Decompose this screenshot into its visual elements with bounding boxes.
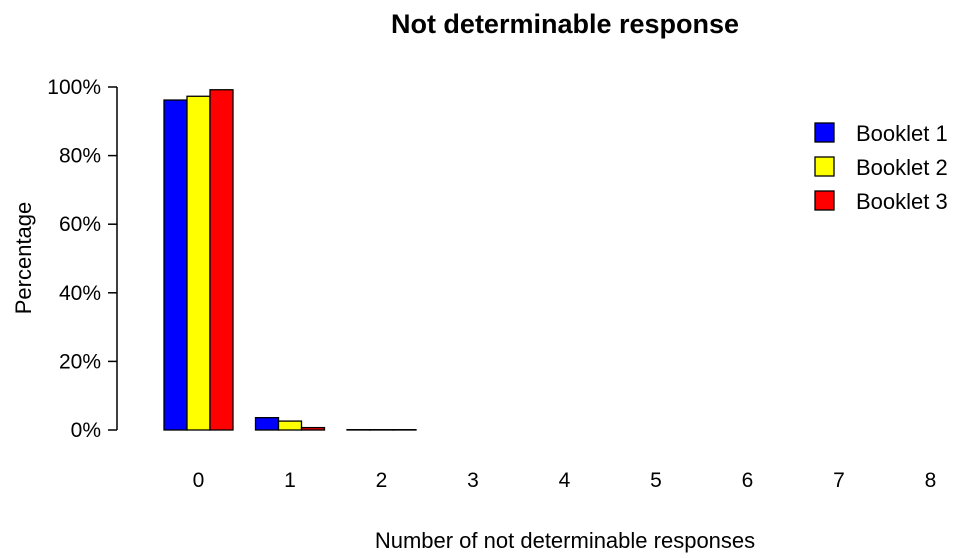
bar (186, 95, 211, 431)
legend-swatch (814, 122, 835, 143)
x-tick-label: 8 (925, 469, 937, 492)
legend-swatch (814, 156, 835, 177)
x-tick-label: 7 (833, 469, 845, 492)
x-axis-label: Number of not determinable responses (375, 528, 755, 553)
legend: Booklet 1 Booklet 2 Booklet 3 (814, 121, 948, 214)
y-tick-label: 40% (59, 282, 101, 305)
y-tick-label: 0% (71, 419, 101, 442)
y-tick-label: 100% (47, 76, 101, 99)
x-axis-ticks: 0 1 2 3 4 5 6 7 8 (193, 469, 937, 492)
x-tick-label: 2 (376, 469, 388, 492)
bar (163, 99, 188, 431)
bar (300, 426, 326, 431)
legend-swatch (814, 190, 835, 211)
legend-label: Booklet 2 (856, 155, 948, 180)
bar (277, 420, 303, 431)
y-tick-label: 80% (59, 145, 101, 168)
x-tick-label: 3 (467, 469, 479, 492)
x-tick-label: 1 (284, 469, 296, 492)
legend-label: Booklet 3 (856, 189, 948, 214)
y-axis: 0% 20% 40% 60% 80% 100% (47, 76, 118, 442)
bar (254, 417, 280, 431)
bars (163, 89, 417, 431)
y-tick-label: 20% (59, 350, 101, 373)
bar (209, 89, 234, 431)
x-tick-label: 6 (742, 469, 754, 492)
y-axis-label: Percentage (11, 202, 36, 315)
x-tick-label: 4 (559, 469, 571, 492)
x-tick-label: 5 (650, 469, 662, 492)
chart-title: Not determinable response (391, 9, 739, 39)
x-tick-label: 0 (193, 469, 205, 492)
legend-label: Booklet 1 (856, 121, 948, 146)
y-tick-label: 60% (59, 213, 101, 236)
